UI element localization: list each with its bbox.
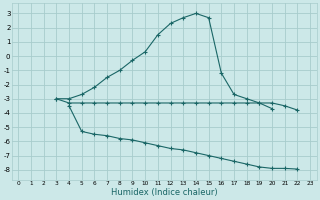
X-axis label: Humidex (Indice chaleur): Humidex (Indice chaleur) bbox=[111, 188, 218, 197]
